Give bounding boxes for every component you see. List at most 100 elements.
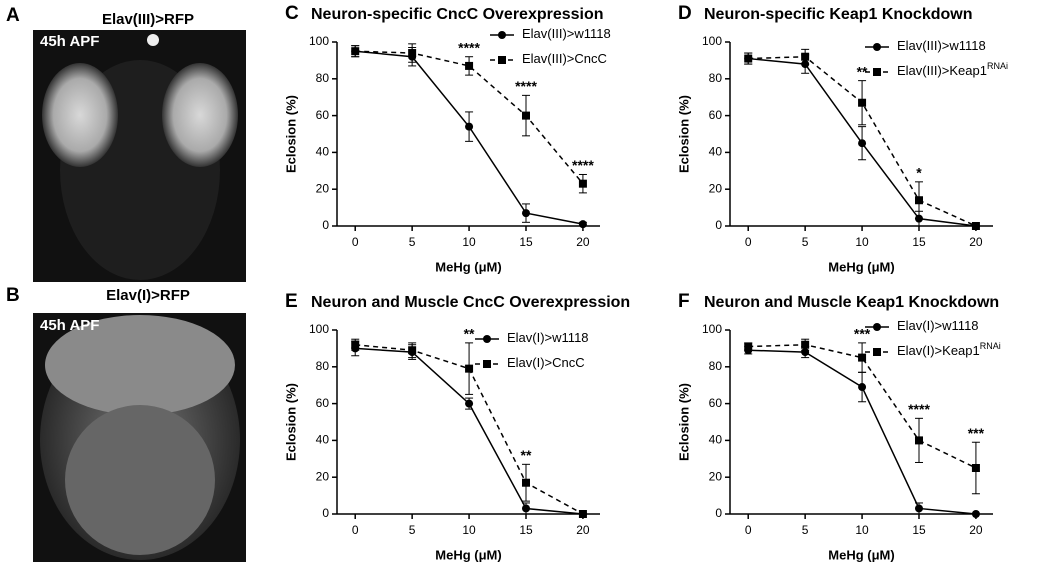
series-line	[748, 343, 977, 469]
significance: **	[464, 326, 475, 342]
legend-label: Elav(III)>w1118	[897, 38, 986, 53]
y-tick-label: 0	[322, 506, 329, 520]
x-tick-label: 10	[855, 523, 869, 537]
marker	[971, 464, 980, 472]
y-tick-label: 0	[715, 506, 722, 520]
marker	[801, 340, 810, 349]
legend-name: Elav(III)>Keap1	[897, 63, 987, 78]
chart-title: Neuron and Muscle CncC Overexpression	[311, 294, 630, 311]
y-tick-label: 20	[709, 469, 723, 483]
legend-name: Elav(I)>CncC	[507, 355, 585, 370]
marker	[744, 342, 753, 351]
x-tick-label: 20	[969, 523, 983, 537]
legend-label: Elav(I)>w1118	[507, 330, 589, 345]
series	[744, 52, 980, 230]
marker	[465, 122, 474, 131]
y-tick-label: 20	[709, 181, 723, 195]
x-tick-label: 0	[745, 235, 752, 249]
marker	[521, 111, 530, 120]
x-tick-label: 15	[912, 523, 926, 537]
marker	[521, 504, 530, 513]
y-tick-label: 40	[709, 145, 723, 159]
micrograph-lobe	[45, 315, 235, 415]
panel-letter: A	[6, 5, 20, 26]
legend-name: Elav(III)>w1118	[897, 38, 986, 53]
chart-title: Neuron and Muscle Keap1 Knockdown	[704, 294, 999, 311]
x-tick-label: 5	[409, 235, 416, 249]
x-tick-label: 20	[576, 523, 590, 537]
x-tick-label: 5	[802, 523, 809, 537]
y-tick-label: 0	[715, 218, 722, 232]
y-axis-label: Eclosion (%)	[283, 383, 298, 461]
marker	[408, 346, 417, 355]
marker	[578, 220, 587, 229]
image-stage: 45h APF	[40, 317, 99, 334]
legend-label: Elav(III)>CncC	[522, 51, 607, 66]
series	[351, 338, 587, 518]
panel-letter: B	[6, 285, 20, 306]
marker	[914, 504, 923, 513]
marker	[858, 98, 867, 107]
y-tick-label: 0	[322, 218, 329, 232]
legend-name: Elav(I)>w1118	[897, 318, 979, 333]
significance: **	[857, 63, 868, 79]
marker	[858, 383, 867, 392]
y-tick-label: 20	[316, 469, 330, 483]
significance: **	[521, 447, 532, 463]
marker	[971, 222, 980, 230]
micrograph-lobe	[162, 63, 238, 167]
marker	[498, 56, 506, 64]
significance: *	[916, 165, 922, 181]
y-axis-label: Eclosion (%)	[676, 95, 691, 173]
y-axis-label: Eclosion (%)	[283, 95, 298, 173]
chart-title: Neuron-specific Keap1 Knockdown	[704, 6, 973, 23]
y-tick-label: 100	[309, 34, 329, 48]
x-tick-label: 0	[352, 235, 359, 249]
micrograph-thorax	[65, 405, 215, 555]
panel-letter: F	[678, 291, 690, 312]
x-tick-label: 10	[462, 523, 476, 537]
y-tick-label: 100	[702, 34, 722, 48]
marker	[578, 510, 587, 518]
marker	[971, 510, 980, 518]
y-axis-label: Eclosion (%)	[676, 383, 691, 461]
x-axis-label: MeHg (μM)	[435, 259, 501, 274]
marker	[858, 139, 867, 148]
legend-label: Elav(III)>w1118	[522, 26, 611, 41]
marker	[351, 340, 360, 349]
x-tick-label: 5	[409, 523, 416, 537]
x-tick-label: 20	[576, 235, 590, 249]
marker	[465, 61, 474, 70]
x-tick-label: 15	[519, 235, 533, 249]
marker	[914, 436, 923, 445]
marker	[351, 47, 360, 56]
legend-superscript: RNAi	[980, 341, 1001, 351]
significance: ****	[908, 401, 930, 417]
marker	[521, 209, 530, 218]
marker	[483, 335, 491, 343]
image-stage: 45h APF	[40, 33, 99, 50]
y-tick-label: 100	[309, 322, 329, 336]
y-tick-label: 80	[316, 71, 330, 85]
legend-label: Elav(I)>CncC	[507, 355, 585, 370]
marker	[408, 49, 417, 58]
x-tick-label: 10	[855, 235, 869, 249]
y-tick-label: 20	[316, 181, 330, 195]
marker	[521, 478, 530, 487]
x-tick-label: 15	[912, 235, 926, 249]
marker	[483, 360, 491, 368]
micrograph-lobe	[42, 63, 118, 167]
legend-superscript: RNAi	[987, 61, 1008, 71]
image-title: Elav(III)>RFP	[102, 11, 194, 28]
significance: ****	[572, 157, 594, 173]
y-tick-label: 40	[709, 433, 723, 447]
x-axis-label: MeHg (μM)	[828, 547, 894, 562]
marker	[873, 323, 881, 331]
x-tick-label: 5	[802, 235, 809, 249]
y-tick-label: 80	[709, 71, 723, 85]
y-tick-label: 100	[702, 322, 722, 336]
marker	[873, 68, 881, 76]
marker	[578, 179, 587, 188]
marker	[858, 353, 867, 362]
